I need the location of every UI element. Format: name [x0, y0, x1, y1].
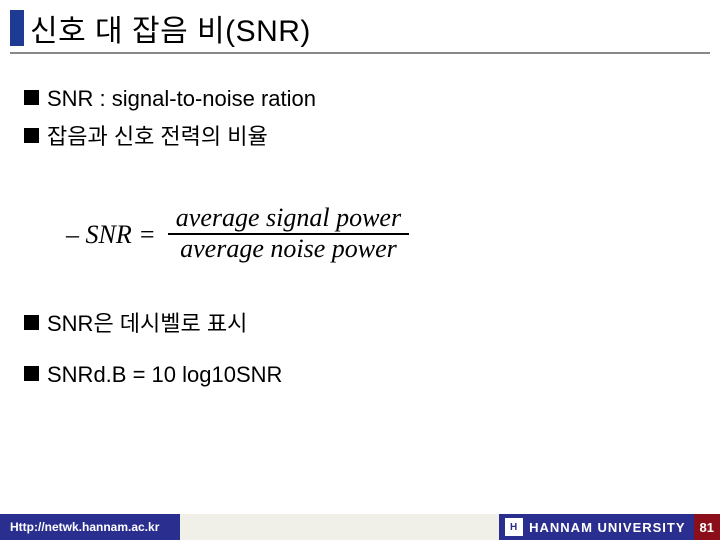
footer-spacer	[180, 514, 499, 540]
title-bar: 신호 대 잡음 비(SNR)	[0, 0, 720, 50]
page-number: 81	[694, 514, 720, 540]
bullet-marker	[24, 128, 39, 143]
bullet-text: SNR은 데시벨로 표시	[47, 309, 247, 339]
bullet-item: SNR은 데시벨로 표시	[24, 309, 696, 339]
formula: – SNR = average signal power average noi…	[66, 205, 696, 264]
bullet-item: SNR : signal-to-noise ration	[24, 84, 696, 114]
bullet-marker	[24, 90, 39, 105]
content: SNR : signal-to-noise ration 잡음과 신호 전력의 …	[0, 54, 720, 390]
formula-numerator: average signal power	[168, 204, 409, 233]
formula-denominator: average noise power	[172, 235, 405, 264]
bullet-item: SNRd.B = 10 log10SNR	[24, 360, 696, 390]
formula-lhs: – SNR =	[66, 220, 156, 250]
footer-url: Http://netwk.hannam.ac.kr	[0, 514, 180, 540]
footer-org-text: HANNAM UNIVERSITY	[529, 520, 685, 535]
bullet-text: SNR : signal-to-noise ration	[47, 84, 316, 114]
bullet-marker	[24, 315, 39, 330]
page-title: 신호 대 잡음 비(SNR)	[30, 6, 311, 50]
bullet-marker	[24, 366, 39, 381]
university-logo-icon: H	[505, 518, 523, 536]
footer: Http://netwk.hannam.ac.kr H HANNAM UNIVE…	[0, 514, 720, 540]
bullet-item: 잡음과 신호 전력의 비율	[24, 122, 696, 152]
bullet-text: 잡음과 신호 전력의 비율	[47, 122, 268, 152]
footer-org: H HANNAM UNIVERSITY	[499, 514, 693, 540]
bullet-text: SNRd.B = 10 log10SNR	[47, 360, 282, 390]
formula-fraction: average signal power average noise power	[168, 204, 409, 263]
title-marker	[10, 10, 24, 46]
